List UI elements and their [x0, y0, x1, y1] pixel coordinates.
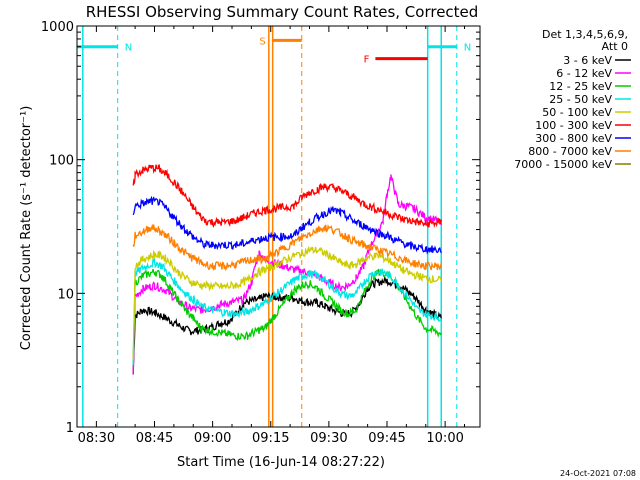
axes-layer: 08:30 08:45 09:00 09:15 09:30 09:45 10:00 1 10 10… [41, 20, 480, 446]
legend-header: Att 0 [602, 40, 628, 53]
y-tick-label: 1 [66, 421, 74, 436]
x-tick-label: 08:45 [136, 431, 173, 446]
series-line [132, 195, 442, 255]
series-layer [132, 164, 442, 375]
legend-label: 25 - 50 keV [549, 93, 612, 106]
x-axis-label: Start Time (16-Jun-14 08:27:22) [177, 455, 385, 470]
flags-layer: N N S F [77, 26, 471, 427]
series-group [132, 257, 442, 366]
legend-label: 6 - 12 keV [556, 67, 612, 80]
series-group [132, 223, 442, 272]
legend-header: Det 1,3,4,5,6,9, [542, 28, 628, 41]
y-axis-label: Corrected Count Rate (s⁻¹ detector⁻¹) [19, 106, 34, 351]
x-tick-label: 09:00 [194, 431, 231, 446]
series-group [132, 245, 442, 360]
x-tick-label: 09:30 [310, 431, 347, 446]
legend-label: 100 - 300 keV [535, 119, 612, 132]
legend-label: 300 - 800 keV [535, 132, 612, 145]
flag-label: F [364, 55, 370, 66]
legend-label: 800 - 7000 keV [528, 145, 612, 158]
plot-frame [76, 25, 481, 428]
legend-label: 7000 - 15000 keV [514, 158, 612, 171]
series-group [132, 164, 442, 229]
legend-label: 50 - 100 keV [542, 106, 612, 119]
chart-title: RHESSI Observing Summary Count Rates, Co… [86, 3, 479, 21]
y-tick-label: 100 [49, 154, 74, 169]
y-tick-label: 1000 [41, 20, 74, 35]
series-line [132, 245, 442, 360]
series-group [132, 174, 442, 375]
legend-label: 12 - 25 keV [549, 80, 612, 93]
legend-label: 3 - 6 keV [563, 54, 612, 67]
timestamp: 24-Oct-2021 07:08 [560, 469, 636, 478]
series-line [132, 174, 442, 375]
series-line [132, 223, 442, 272]
flag-label: N [464, 43, 471, 54]
x-tick-label: 08:30 [78, 431, 115, 446]
series-line [132, 257, 442, 366]
series-line [132, 164, 442, 229]
y-tick-label: 10 [57, 287, 74, 302]
series-group [132, 195, 442, 255]
x-tick-label: 09:45 [368, 431, 405, 446]
flag-label: S [259, 36, 265, 47]
x-tick-label: 09:15 [252, 431, 289, 446]
x-tick-label: 10:00 [426, 431, 463, 446]
flag-label: N [125, 43, 132, 54]
